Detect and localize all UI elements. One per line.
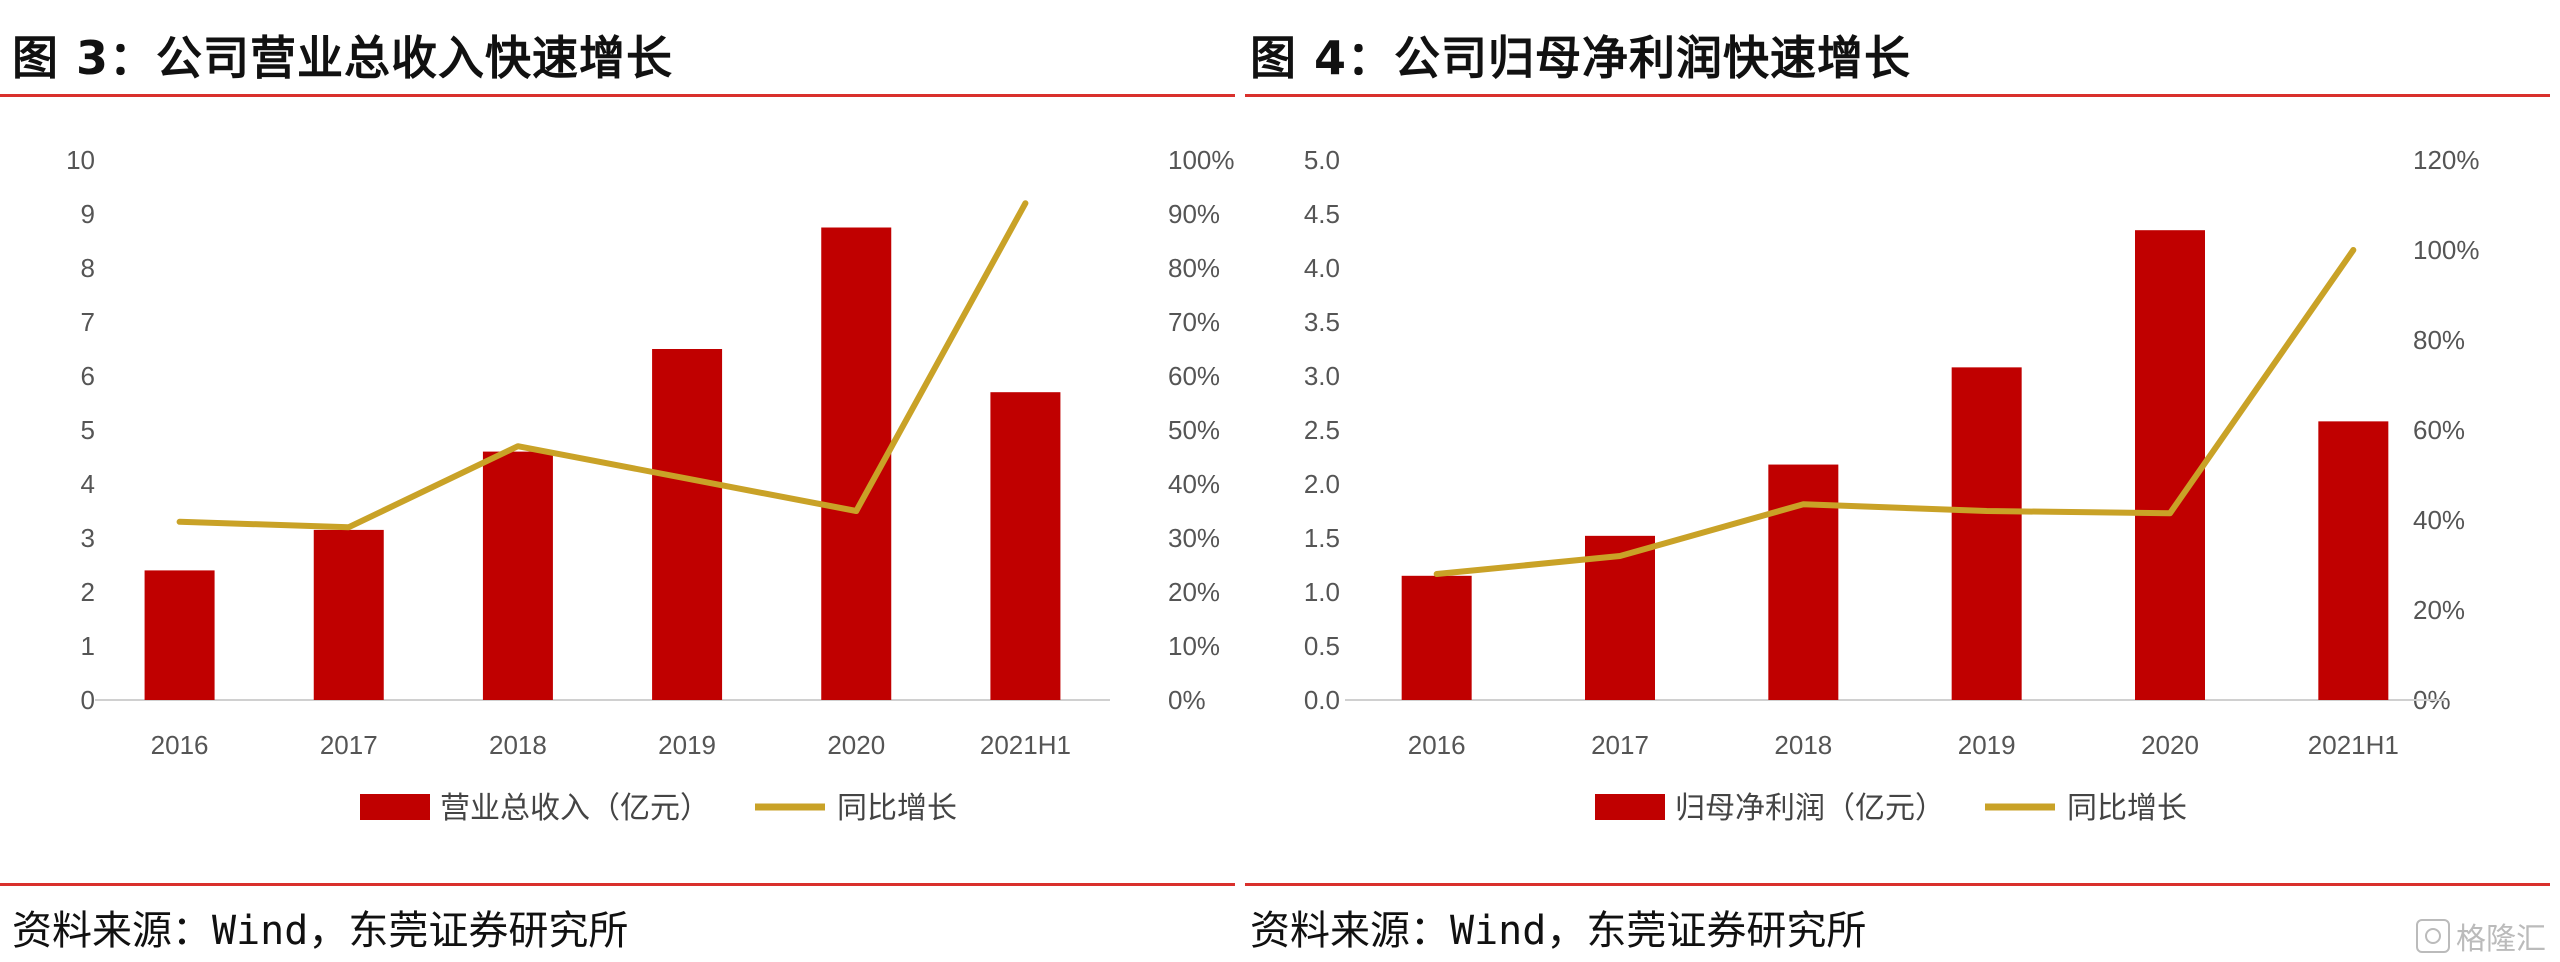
bar <box>652 349 723 700</box>
bar <box>1401 575 1472 700</box>
y-tick-label: 5 <box>81 415 95 445</box>
y-tick-label: 4 <box>81 469 95 499</box>
y-tick-label: 3.0 <box>1304 361 1340 391</box>
y-tick-label: 6 <box>81 361 95 391</box>
y2-tick-label: 20% <box>1168 577 1220 607</box>
x-tick-label: 2019 <box>658 730 716 760</box>
source-divider <box>1245 883 2550 886</box>
y-tick-label: 9 <box>81 199 95 229</box>
y2-tick-label: 40% <box>2413 505 2465 535</box>
y-tick-label: 1.5 <box>1304 523 1340 553</box>
y-tick-label: 3 <box>81 523 95 553</box>
y-tick-label: 7 <box>81 307 95 337</box>
source-note: 资料来源：Wind，东莞证券研究所 <box>12 908 629 954</box>
watermark-text: 格隆汇 <box>2456 922 2546 957</box>
bar <box>990 392 1061 700</box>
bar <box>144 570 215 700</box>
y2-tick-label: 90% <box>1168 199 1220 229</box>
title-divider <box>1245 94 2550 97</box>
bar <box>1951 367 2022 700</box>
legend-bar-label: 归母净利润（亿元） <box>1675 791 1945 826</box>
y-tick-label: 0.0 <box>1304 685 1340 715</box>
x-tick-label: 2021H1 <box>2308 730 2399 760</box>
y-tick-label: 4.5 <box>1304 199 1340 229</box>
x-tick-label: 2018 <box>489 730 547 760</box>
x-tick-label: 2018 <box>1774 730 1832 760</box>
y2-tick-label: 30% <box>1168 523 1220 553</box>
y-tick-label: 3.5 <box>1304 307 1340 337</box>
x-tick-label: 2021H1 <box>980 730 1071 760</box>
y2-tick-label: 60% <box>2413 415 2465 445</box>
y-tick-label: 2 <box>81 577 95 607</box>
x-tick-label: 2020 <box>2141 730 2199 760</box>
y2-tick-label: 10% <box>1168 631 1220 661</box>
legend-bar-swatch <box>1595 794 1665 820</box>
y-tick-label: 2.5 <box>1304 415 1340 445</box>
y-tick-label: 10 <box>66 145 95 175</box>
bar <box>482 451 553 700</box>
y-tick-label: 2.0 <box>1304 469 1340 499</box>
legend-bar-swatch <box>360 794 430 820</box>
y2-tick-label: 20% <box>2413 595 2465 625</box>
title-divider <box>0 94 1235 97</box>
y2-tick-label: 70% <box>1168 307 1220 337</box>
x-tick-label: 2019 <box>1958 730 2016 760</box>
y-tick-label: 5.0 <box>1304 145 1340 175</box>
watermark: 格隆汇 <box>2416 914 2546 958</box>
growth-line <box>176 200 1029 531</box>
y-tick-label: 1 <box>81 631 95 661</box>
watermark-logo-icon <box>2416 919 2450 953</box>
x-tick-label: 2016 <box>151 730 209 760</box>
y2-tick-label: 80% <box>2413 325 2465 355</box>
figure-title: 图 3：公司营业总收入快速增长 <box>12 31 674 85</box>
revenue-chart: 0123456789100%10%20%30%40%50%60%70%80%90… <box>66 145 1235 826</box>
x-tick-label: 2016 <box>1408 730 1466 760</box>
y2-tick-label: 50% <box>1168 415 1220 445</box>
legend-line-label: 同比增长 <box>2067 791 2187 826</box>
x-tick-label: 2017 <box>1591 730 1649 760</box>
bar <box>2135 230 2205 700</box>
y2-tick-label: 0% <box>1168 685 1206 715</box>
net-profit-chart: 0.00.51.01.52.02.53.03.54.04.55.00%20%40… <box>1304 145 2480 826</box>
legend-bar-label: 营业总收入（亿元） <box>440 791 710 826</box>
y-tick-label: 4.0 <box>1304 253 1340 283</box>
legend-line-label: 同比增长 <box>837 791 957 826</box>
x-tick-label: 2020 <box>827 730 885 760</box>
y-tick-label: 0.5 <box>1304 631 1340 661</box>
y-tick-label: 1.0 <box>1304 577 1340 607</box>
source-note: 资料来源：Wind，东莞证券研究所 <box>1250 908 1867 954</box>
y-tick-label: 0 <box>81 685 95 715</box>
source-divider <box>0 883 1235 886</box>
y2-tick-label: 80% <box>1168 253 1220 283</box>
bar <box>2318 421 2389 700</box>
y2-tick-label: 60% <box>1168 361 1220 391</box>
chart-panel-net-profit: 图 4：公司归母净利润快速增长 0.0 0.5 1.0 1.5 2.0 2.5 3.0 3.5… <box>1245 0 2560 962</box>
figure-title: 图 4：公司归母净利润快速增长 <box>1250 31 1912 85</box>
y-tick-label: 8 <box>81 253 95 283</box>
bar <box>1585 535 1655 700</box>
bar <box>313 529 384 700</box>
chart-panel-revenue: 图 3：公司营业总收入快速增长 0 1 2 3 4 5 6 7 8 9 10 0% 10% 20% 30% 4… <box>0 0 1245 962</box>
x-tick-label: 2017 <box>320 730 378 760</box>
y2-tick-label: 100% <box>1168 145 1235 175</box>
bar <box>1768 464 1839 700</box>
y2-tick-label: 100% <box>2413 235 2480 265</box>
y2-tick-label: 120% <box>2413 145 2480 175</box>
y2-tick-label: 40% <box>1168 469 1220 499</box>
growth-line <box>1433 247 2357 577</box>
